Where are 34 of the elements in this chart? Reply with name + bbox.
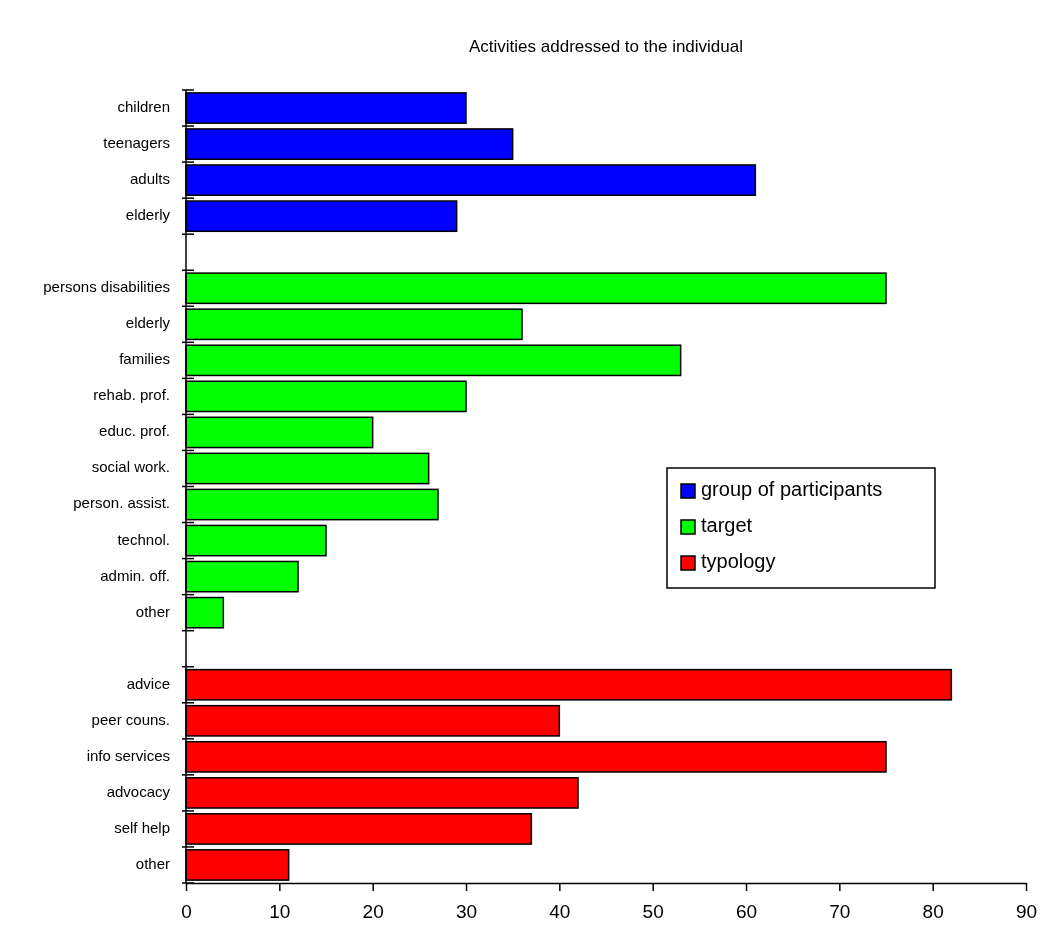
y-tick-label: advice — [126, 674, 170, 692]
y-tick-label: social work. — [91, 458, 170, 476]
x-tick-label: 20 — [362, 901, 384, 923]
y-tick-label: technol. — [117, 530, 170, 548]
x-tick-label: 80 — [922, 901, 944, 923]
x-tick-label: 70 — [829, 901, 851, 923]
chart-title: Activities addressed to the individual — [468, 37, 744, 56]
y-tick-label: teenagers — [103, 134, 170, 152]
x-tick-label: 30 — [455, 901, 478, 923]
y-tick-label: persons disabilities — [43, 278, 170, 296]
legend-label: group of participants — [701, 478, 883, 501]
x-tick-label: 90 — [1015, 901, 1038, 923]
y-tick-label: elderly — [125, 314, 171, 332]
y-tick-label: children — [117, 97, 170, 115]
y-tick-label: elderly — [125, 206, 171, 224]
x-tick-label: 40 — [549, 901, 571, 923]
y-tick-label: peer couns. — [91, 710, 170, 728]
y-tick-label: advocacy — [106, 782, 171, 800]
y-tick-label: admin. off. — [100, 566, 170, 584]
x-tick-label: 50 — [642, 901, 664, 923]
y-tick-label: rehab. prof. — [93, 386, 170, 404]
x-tick-label: 60 — [735, 901, 758, 923]
x-tick-label: 10 — [269, 901, 291, 923]
legend-label: typology — [701, 550, 776, 573]
x-tick-label: 0 — [181, 901, 192, 923]
legend-label: target — [701, 514, 753, 537]
y-tick-label: other — [135, 854, 170, 872]
y-tick-label: other — [135, 602, 170, 620]
y-tick-label: adults — [129, 170, 170, 188]
y-tick-label: educ. prof. — [99, 422, 170, 440]
y-tick-label: families — [119, 350, 170, 368]
y-tick-label: info services — [86, 746, 170, 764]
y-tick-label: self help — [114, 818, 170, 836]
y-tick-label: person. assist. — [73, 494, 170, 512]
